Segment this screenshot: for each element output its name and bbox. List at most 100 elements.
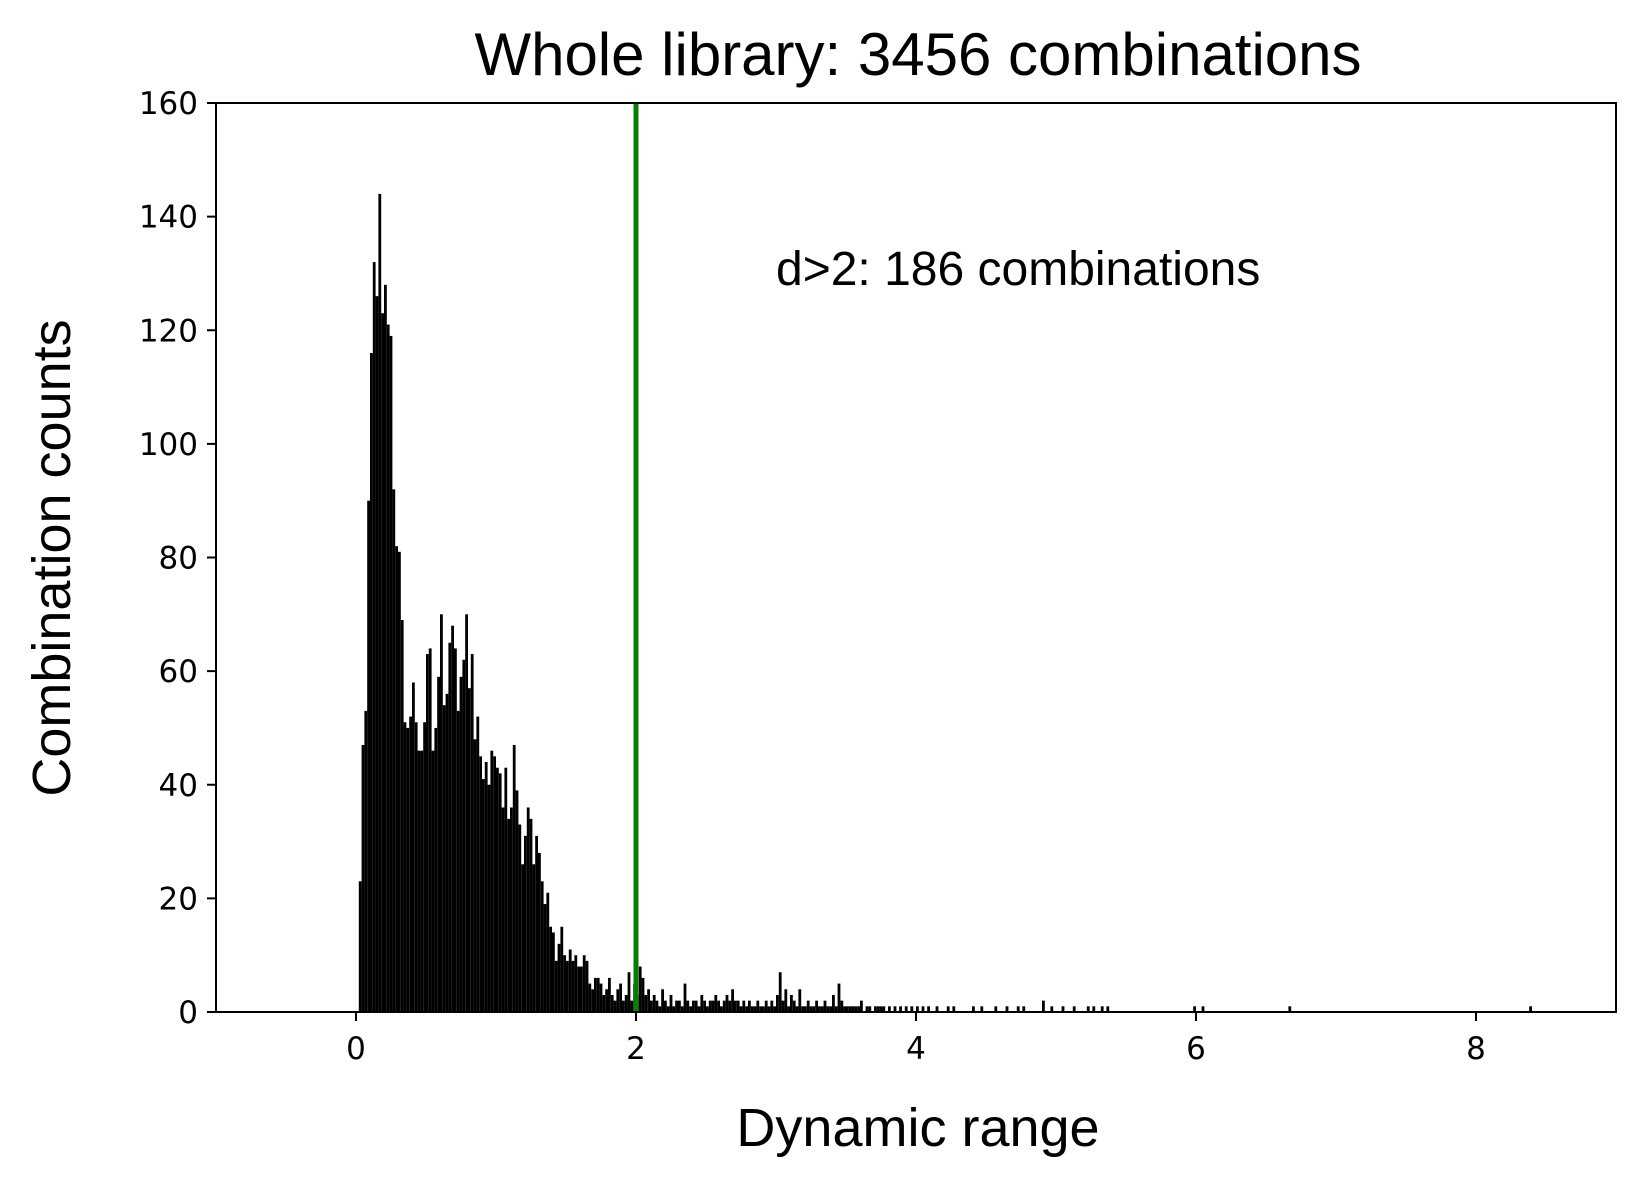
x-tick-label: 8 (1466, 1031, 1486, 1067)
histogram-bar (1106, 1006, 1110, 1012)
histogram-bar (510, 807, 513, 1012)
y-tick-label: 80 (159, 541, 198, 577)
histogram-bar (501, 807, 505, 1012)
histogram-bar (647, 989, 650, 1012)
histogram-bar (840, 1000, 844, 1012)
x-tick-label: 0 (346, 1031, 366, 1067)
histogram-bar (398, 551, 401, 1012)
x-tick-label: 6 (1186, 1031, 1206, 1067)
x-tick-label: 4 (906, 1031, 926, 1067)
histogram-bar (462, 659, 466, 1012)
histogram-bar (692, 1000, 695, 1012)
histogram-bar (832, 994, 835, 1012)
histogram-bar (370, 352, 373, 1013)
histogram-bar (479, 756, 482, 1012)
histogram-bar (498, 773, 502, 1012)
histogram-bar (921, 1006, 925, 1012)
histogram-bar (650, 1000, 653, 1012)
histogram-bar (1061, 1006, 1065, 1012)
histogram-bar (507, 818, 510, 1012)
y-axis-label: Combination counts (22, 319, 82, 796)
histogram-bar (680, 1006, 684, 1012)
histogram-bar (484, 762, 488, 1012)
histogram-bar (750, 1006, 754, 1012)
histogram-bar (946, 1006, 950, 1012)
histogram-bar (476, 716, 480, 1012)
histogram-bar (916, 1006, 919, 1012)
histogram-bar (801, 1006, 804, 1012)
histogram-bar (367, 500, 370, 1012)
histogram-bar (843, 1006, 846, 1012)
histogram-bar (837, 983, 841, 1012)
histogram-bar (714, 994, 718, 1012)
histogram-bar (834, 1006, 838, 1012)
histogram-bar (860, 1000, 863, 1012)
y-tick-label: 100 (139, 427, 198, 463)
histogram-bar (518, 824, 522, 1012)
histogram-bar (904, 1006, 908, 1012)
histogram-bar (795, 1006, 799, 1012)
histogram-bar (619, 983, 622, 1012)
histogram-bar (440, 614, 443, 1012)
annotation-label: d>2: 186 combinations (776, 243, 1260, 296)
histogram-bar (459, 676, 463, 1012)
histogram-bar (1022, 1006, 1026, 1012)
histogram-bar (742, 1000, 746, 1012)
histogram-bar (846, 1006, 849, 1012)
histogram-bar (473, 739, 477, 1012)
histogram-bar (826, 1006, 830, 1012)
histogram-bar (1100, 1006, 1104, 1012)
y-tick-label: 160 (139, 86, 198, 122)
x-tick-label: 2 (626, 1031, 646, 1067)
histogram-bar (361, 744, 365, 1012)
chart-title: Whole library: 3456 combinations (474, 21, 1361, 88)
histogram-bar (739, 1006, 743, 1012)
histogram-bar (927, 1006, 930, 1012)
histogram-bar (417, 750, 421, 1012)
histogram-bar (806, 1000, 810, 1012)
histogram-bar (798, 989, 802, 1012)
histogram-bar (602, 994, 606, 1012)
histogram-bar (437, 676, 440, 1012)
histogram-bar (994, 1006, 998, 1012)
histogram-bar (722, 1000, 726, 1012)
histogram-bar (762, 1006, 765, 1012)
histogram-bar (529, 818, 533, 1012)
histogram-bar (792, 1000, 796, 1012)
histogram-bar (770, 1000, 774, 1012)
histogram-bar (434, 727, 438, 1012)
histogram-bar (899, 1006, 902, 1012)
histogram-bar (482, 779, 485, 1012)
histogram-bar (577, 966, 580, 1012)
histogram-bar (616, 989, 620, 1012)
histogram-bar (809, 1006, 813, 1012)
histogram-bar (412, 682, 415, 1012)
histogram-bar (563, 955, 566, 1012)
histogram-bar (661, 989, 664, 1012)
histogram-bar (605, 989, 608, 1012)
histogram-bar (753, 1006, 757, 1012)
histogram-bar (596, 977, 600, 1012)
histogram-bar (375, 296, 379, 1012)
histogram-bar (487, 784, 491, 1012)
histogram-bar (493, 756, 496, 1012)
histogram-bar (554, 960, 558, 1012)
histogram-bar (585, 960, 589, 1012)
histogram-bar (812, 1006, 816, 1012)
y-tick-label: 40 (159, 768, 198, 804)
histogram-bar (624, 994, 628, 1012)
histogram-bar (426, 654, 429, 1012)
histogram-bar (521, 864, 524, 1012)
histogram-bar (678, 1000, 681, 1012)
histogram-bar (644, 994, 648, 1012)
histogram-bar (829, 1006, 832, 1012)
histogram-bar (386, 324, 390, 1012)
histogram-bar (658, 1006, 662, 1012)
histogram-bar (664, 1000, 667, 1012)
histogram-bar (395, 546, 398, 1012)
histogram-bar (608, 977, 611, 1012)
histogram-bar (672, 1006, 676, 1012)
histogram-bar (1005, 1006, 1009, 1012)
histogram-bar (358, 881, 362, 1012)
histogram-bar (538, 852, 541, 1012)
